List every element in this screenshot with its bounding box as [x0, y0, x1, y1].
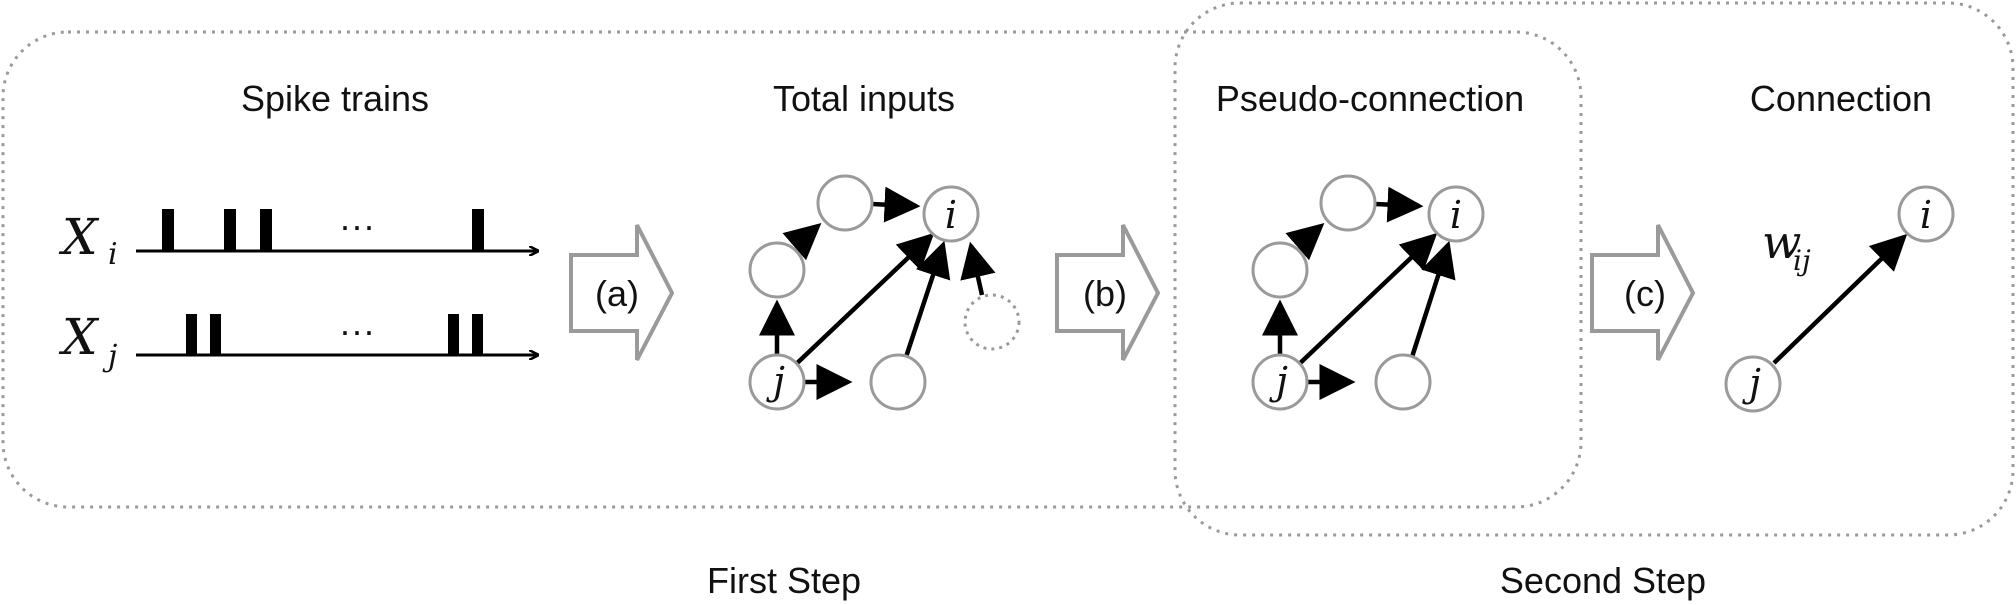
total-inputs-title: Total inputs [773, 78, 955, 119]
node-c [869, 353, 927, 411]
second-step-box [1173, 1, 2015, 537]
node-j [748, 353, 806, 411]
edge-c-to-i [903, 240, 951, 358]
node-j [1251, 353, 1309, 411]
step-arrow-b: (b) [1055, 224, 1161, 361]
xj-label-sub: j [102, 339, 117, 374]
weight-label-base: w [1762, 215, 1801, 269]
node-hidden [963, 293, 1021, 351]
xi-spike [162, 209, 174, 251]
node-a [748, 241, 806, 299]
edge-b-to-i [1374, 186, 1424, 223]
node-a [1251, 241, 1309, 299]
step-arrow-a: (a) [569, 224, 675, 361]
node-c [1374, 353, 1432, 411]
node-i-label: i [1450, 193, 1462, 237]
spike-train-xj: X j ··· [58, 308, 538, 374]
step-arrow-c: (c) [1590, 224, 1696, 361]
xj-spike [210, 314, 221, 355]
xi-spike [224, 209, 236, 251]
first-step-caption: First Step [707, 560, 861, 601]
edge-j-to-i [791, 232, 935, 369]
total-inputs-graph: i j [748, 174, 1021, 411]
first-step-box [1, 30, 1583, 509]
xi-spike [260, 209, 272, 251]
connection-title: Connection [1750, 78, 1932, 119]
xi-label-base: X [58, 208, 100, 266]
xi-spike [472, 209, 484, 251]
node-b [1319, 174, 1377, 232]
spike-train-xi: X i ··· [58, 205, 538, 272]
xj-spike [448, 314, 459, 355]
step-arrow-a-label: (a) [595, 273, 639, 314]
xj-spike [472, 314, 483, 355]
node-b [816, 174, 874, 232]
edge-c-to-i [1409, 240, 1456, 358]
pseudo-connection-graph: i j [1251, 174, 1485, 411]
xj-ellipsis: ··· [339, 310, 375, 351]
edge-hidden-to-i [960, 241, 996, 296]
edge-j-to-i [1294, 232, 1438, 369]
node-i [1427, 185, 1485, 243]
second-step-caption: Second Step [1500, 560, 1706, 601]
xi-ellipsis: ··· [339, 205, 375, 246]
node-i-label: i [1920, 193, 1932, 237]
edge-a-to-b [782, 223, 822, 261]
node-i [922, 185, 980, 243]
node-i [1897, 185, 1955, 243]
edge-b-to-i [871, 186, 921, 223]
spike-trains-title: Spike trains [241, 78, 429, 119]
node-j [1724, 355, 1782, 413]
xj-spike [186, 314, 197, 355]
edge-j-to-i-weighted [1772, 233, 1908, 365]
step-arrow-b-label: (b) [1083, 273, 1127, 314]
xi-label-sub: i [108, 237, 118, 272]
step-arrow-c-label: (c) [1624, 273, 1666, 314]
node-i-label: i [945, 193, 957, 237]
edge-a-to-b [1285, 223, 1325, 261]
pseudo-connection-title: Pseudo-connection [1216, 78, 1524, 119]
weight-label-sub: ij [1793, 244, 1811, 277]
xj-label-base: X [58, 308, 100, 366]
connection-graph: i j w ij [1724, 185, 1955, 413]
